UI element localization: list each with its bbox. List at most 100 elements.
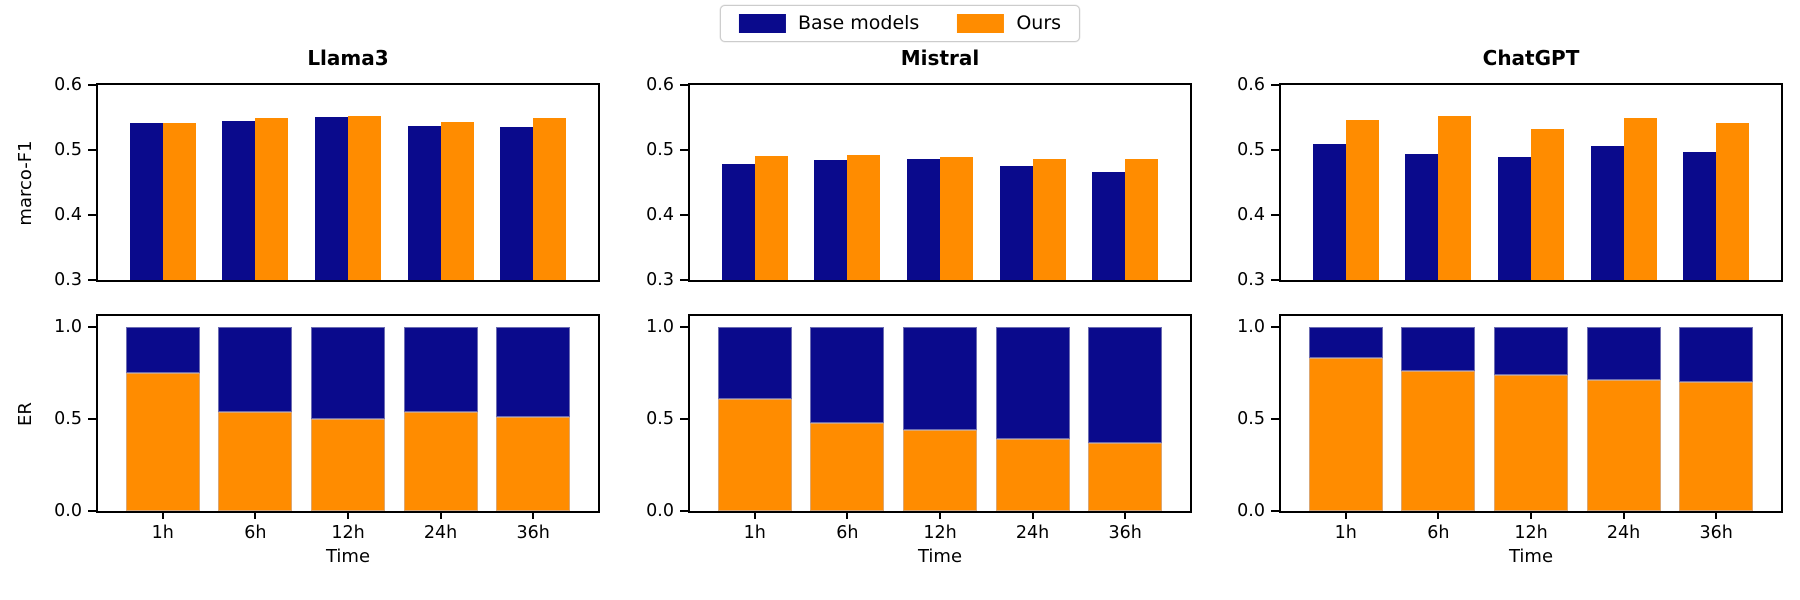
y-tick-label: 0.5 [1237,409,1265,429]
bar-ChatGPT-base-24h [1590,146,1624,280]
y-tick-mark [1271,214,1279,216]
stack-Mistral-ours-36h [1088,442,1163,511]
x-tick-mark [1344,511,1347,519]
x-tick-label: 36h [1699,523,1733,543]
x-tick-mark [532,511,535,519]
stack-Mistral-ours-24h [995,439,1070,511]
bar-ChatGPT-ours-24h [1623,117,1657,280]
stack-ChatGPT-base-1h [1308,327,1383,359]
y-tick-label: 0.5 [54,409,82,429]
y-tick-mark [680,84,688,86]
stack-Mistral-base-1h [717,327,792,399]
stack-ChatGPT-base-6h [1401,327,1476,372]
x-tick-mark [347,511,349,519]
bar-Mistral-base-12h [907,158,940,281]
y-tick-label: 1.0 [54,317,82,337]
stack-Mistral-ours-12h [903,430,977,511]
legend-label-ours: Ours [1016,12,1062,34]
y-tick-mark [1271,279,1279,281]
bar-ChatGPT-ours-12h [1531,129,1564,280]
bar-Llama3-base-6h [222,120,256,280]
y-tick-label: 0.4 [54,205,82,225]
bar-Llama3-base-12h [315,116,348,280]
y-tick-mark [88,84,96,86]
axes-marco-F1-ChatGPT [1279,83,1783,282]
y-tick-label: 0.6 [646,75,674,95]
stack-Mistral-base-12h [903,327,977,430]
x-tick-label: 1h [151,523,174,543]
x-tick-label: 1h [1334,523,1357,543]
bar-ChatGPT-base-6h [1405,153,1439,280]
bar-Llama3-ours-6h [255,117,289,280]
legend-item-base-models: Base models [738,12,920,34]
y-tick-mark [88,279,96,281]
y-tick-label: 0.0 [54,501,82,521]
stack-Llama3-ours-12h [311,419,385,511]
y-tick-mark [680,326,688,328]
x-tick-mark [254,511,257,519]
y-tick-mark [680,214,688,216]
y-tick-label: 0.3 [1237,270,1265,290]
legend-label-base-models: Base models [797,12,920,34]
bar-Mistral-ours-1h [754,155,788,281]
y-tick-mark [88,510,96,512]
x-tick-mark [161,511,164,519]
x-tick-mark [1622,511,1625,519]
y-tick-label: 1.0 [646,317,674,337]
legend: Base models Ours [719,5,1081,42]
x-tick-mark [1530,511,1532,519]
x-tick-label: 24h [1015,523,1050,543]
bar-ChatGPT-ours-36h [1716,122,1750,280]
x-tick-label: 24h [423,523,458,543]
y-tick-label: 1.0 [1237,317,1265,337]
stack-ChatGPT-ours-1h [1308,358,1383,511]
legend-swatch-ours [957,14,1005,33]
y-tick-mark [1271,510,1279,512]
bar-Llama3-ours-1h [162,122,196,280]
x-tick-label: 6h [1427,523,1450,543]
stack-Mistral-base-36h [1088,327,1163,443]
stack-Mistral-ours-1h [717,398,792,511]
stack-Llama3-base-6h [218,327,293,412]
stack-ChatGPT-ours-12h [1494,374,1568,511]
stack-Llama3-ours-24h [403,411,478,511]
y-tick-label: 0.3 [646,270,674,290]
bar-ChatGPT-ours-6h [1438,115,1472,280]
bar-ChatGPT-ours-1h [1345,120,1379,280]
bar-Mistral-base-1h [721,164,755,280]
y-tick-mark [88,418,96,420]
xlabel-time: Time [917,546,963,567]
bar-ChatGPT-base-36h [1683,152,1717,281]
x-tick-label: 12h [1514,523,1548,543]
y-tick-mark [88,214,96,216]
x-tick-label: 12h [331,523,365,543]
stack-Mistral-ours-6h [810,422,885,511]
stack-ChatGPT-ours-36h [1679,382,1754,511]
panel-title-Llama3: Llama3 [307,46,389,70]
x-tick-label: 1h [743,523,766,543]
bar-Llama3-base-36h [500,127,534,280]
stack-Llama3-ours-1h [125,373,200,511]
stack-Mistral-base-24h [995,327,1070,440]
bar-Mistral-ours-24h [1032,159,1066,280]
bar-Llama3-ours-12h [348,115,381,280]
stack-Llama3-base-24h [403,327,478,412]
x-tick-label: 6h [244,523,267,543]
x-tick-label: 24h [1606,523,1641,543]
stack-Llama3-ours-6h [218,411,293,511]
x-tick-label: 36h [1108,523,1142,543]
y-tick-label: 0.0 [646,501,674,521]
x-tick-mark [1124,511,1127,519]
stack-Llama3-base-1h [125,327,200,373]
x-tick-mark [439,511,442,519]
bar-Llama3-base-1h [129,123,163,280]
y-tick-mark [680,279,688,281]
y-tick-label: 0.6 [1237,75,1265,95]
stack-Mistral-base-6h [810,327,885,423]
stack-ChatGPT-base-36h [1679,327,1754,383]
bar-Mistral-base-36h [1092,171,1126,281]
stack-ChatGPT-ours-6h [1401,371,1476,511]
ylabel-ER: ER [15,401,36,426]
bar-Mistral-base-24h [999,166,1033,281]
